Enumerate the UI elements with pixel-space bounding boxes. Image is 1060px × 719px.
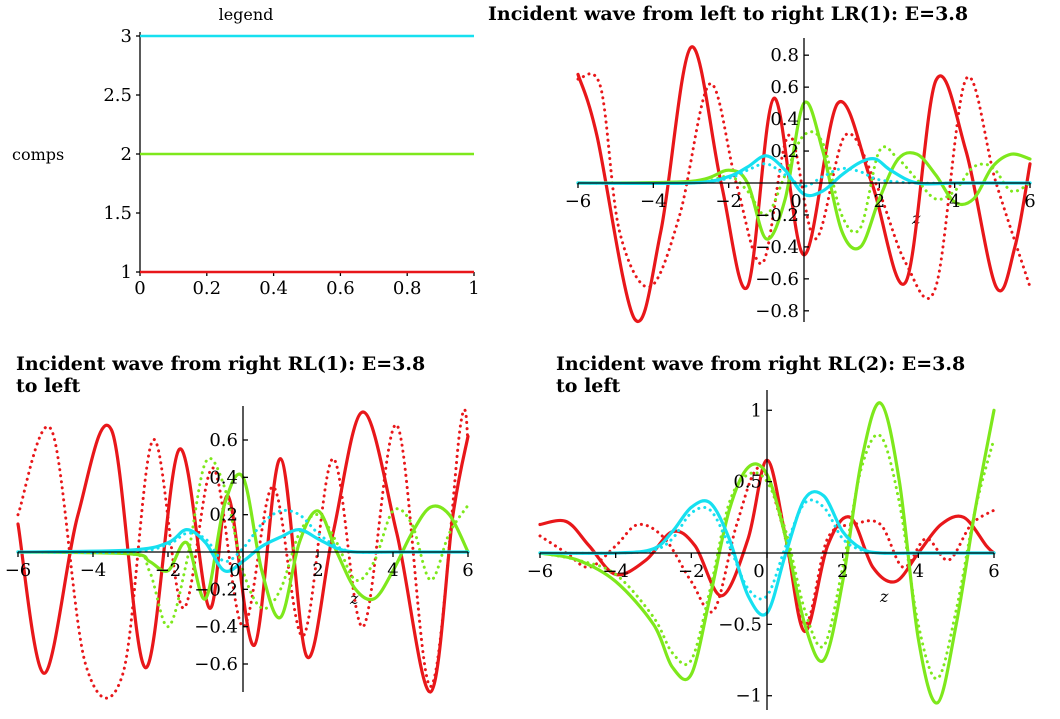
lr1-chart: Incident wave from left to right LR(1): …: [488, 0, 1060, 340]
legend-chart-ylabel: comps: [12, 145, 64, 164]
lr1-y-tick-label: 0.8: [770, 45, 799, 66]
rl1-x-tick-label: 0: [229, 560, 240, 581]
rl2-x-tick-label: 4: [913, 561, 924, 582]
rl1-series-dotted-line: [16, 408, 470, 700]
rl1-chart-title-line2: to left: [16, 375, 81, 397]
rl1-series-solid-line: [16, 410, 470, 694]
lr1-y-tick-label: 0.4: [770, 109, 799, 130]
legend-x-tick-label: 0.2: [192, 278, 221, 299]
rl2-chart-xlabel: z: [879, 587, 889, 606]
rl1-x-tick-label: 6: [462, 560, 473, 581]
lr1-series-dotted-line: [576, 130, 1032, 234]
rl1-y-tick-label: 0.4: [209, 467, 238, 488]
rl2-series-dotted-line: [538, 433, 996, 681]
legend-y-tick-label: 1: [121, 262, 132, 283]
rl1-y-tick-label: −0.6: [194, 654, 238, 675]
legend-y-tick-label: 3: [121, 26, 132, 47]
rl2-x-tick-label: 6: [988, 561, 999, 582]
legend-x-tick-label: 0.6: [326, 278, 355, 299]
legend-chart-title: legend: [219, 5, 274, 24]
rl1-x-tick-label: 4: [387, 560, 398, 581]
lr1-y-tick-label: −0.8: [755, 301, 799, 322]
lr1-x-tick-label: 4: [949, 191, 960, 212]
rl1-y-tick-label: 0.6: [209, 430, 238, 451]
legend-y-tick-label: 2.5: [103, 85, 132, 106]
lr1-x-tick-label: −2: [715, 191, 742, 212]
rl2-x-tick-label: 2: [837, 561, 848, 582]
lr1-chart-title: Incident wave from left to right LR(1): …: [488, 3, 968, 25]
legend-x-tick-label: 1: [468, 278, 479, 299]
legend-chart-svg: legend comps 0 0.2 0.4 0.6 0.8 1 1 1.5 2 2.5 3: [12, 5, 480, 299]
rl2-chart-title: Incident wave from right RL(2): E=3.8: [556, 353, 965, 375]
rl1-chart: Incident wave from right RL(1): E=3.8 to…: [0, 340, 520, 719]
rl1-x-tick-label: −2: [155, 560, 182, 581]
rl1-x-tick-label: 2: [312, 560, 323, 581]
legend-chart: legend comps 0 0.2 0.4 0.6 0.8 1 1 1.5 2 2.5 3: [0, 0, 520, 300]
lr1-y-tick-label: −0.4: [755, 237, 799, 258]
rl1-x-tick-label: −4: [80, 560, 107, 581]
rl1-x-tick-label: −6: [5, 560, 32, 581]
rl1-series-solid-line: [16, 472, 470, 620]
legend-y-tick-label: 2: [121, 144, 132, 165]
legend-x-tick-label: 0.8: [393, 278, 422, 299]
lr1-y-tick-label: 0.6: [770, 77, 799, 98]
rl2-y-tick-label: 1: [751, 400, 762, 421]
rl2-x-tick-label: 0: [753, 561, 764, 582]
rl1-y-tick-label: 0.2: [209, 505, 238, 526]
rl1-y-tick-label: −0.4: [194, 617, 238, 638]
rl1-series-dotted-line: [16, 456, 470, 629]
rl1-y-tick-label: −0.2: [194, 579, 238, 600]
rl1-chart-svg: Incident wave from right RL(1): E=3.8 to…: [5, 353, 474, 700]
rl2-chart: Incident wave from right RL(2): E=3.8 to…: [520, 340, 1060, 719]
lr1-x-tick-label: 2: [874, 191, 885, 212]
legend-x-tick-label: 0.4: [259, 278, 288, 299]
lr1-series-solid-line: [576, 45, 1032, 323]
rl1-chart-title: Incident wave from right RL(1): E=3.8: [16, 353, 425, 375]
rl2-y-tick-label: −1: [735, 686, 762, 707]
rl2-x-tick-label: −4: [602, 561, 629, 582]
lr1-x-tick-label: 0: [790, 191, 801, 212]
rl2-series-solid-line: [538, 401, 996, 705]
rl2-x-tick-label: −6: [527, 561, 554, 582]
lr1-y-tick-label: −0.2: [755, 205, 799, 226]
rl1-chart-xlabel: z: [349, 589, 359, 608]
rl2-y-tick-label: −0.5: [718, 614, 762, 635]
rl2-chart-svg: Incident wave from right RL(2): E=3.8 to…: [527, 353, 1000, 710]
lr1-x-tick-label: −4: [640, 191, 667, 212]
lr1-chart-svg: Incident wave from left to right LR(1): …: [488, 3, 1036, 323]
rl2-chart-title-line2: to left: [556, 375, 621, 397]
legend-x-tick-label: 0: [134, 278, 145, 299]
rl2-y-tick-label: 0.5: [733, 472, 762, 493]
lr1-x-tick-label: −6: [565, 191, 592, 212]
rl2-x-tick-label: −2: [678, 561, 705, 582]
lr1-series-solid-line: [576, 100, 1032, 251]
lr1-y-tick-label: −0.6: [755, 269, 799, 290]
rl2-series-dotted-line: [538, 465, 996, 626]
lr1-y-tick-label: 0.2: [770, 141, 799, 162]
legend-y-tick-label: 1.5: [103, 203, 132, 224]
lr1-x-tick-label: 6: [1024, 191, 1035, 212]
